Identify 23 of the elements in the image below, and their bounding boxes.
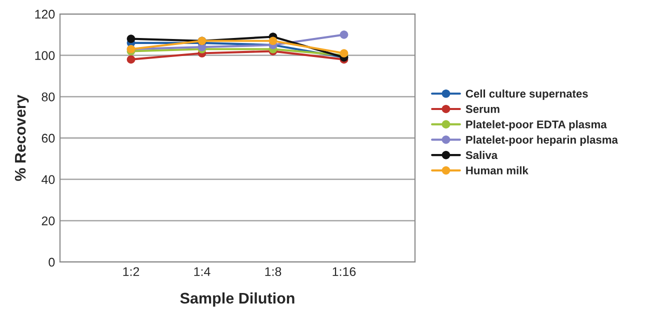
y-tick-label: 80 (42, 92, 55, 102)
x-tick-label: 1:8 (265, 267, 282, 276)
y-tick-label: 20 (42, 216, 55, 226)
legend-label: Platelet-poor EDTA plasma (466, 120, 607, 131)
point (126, 34, 136, 43)
point (126, 55, 136, 64)
point (340, 30, 348, 39)
legend-label: Saliva (466, 150, 498, 160)
x-tick-label: 1:4 (194, 267, 210, 276)
y-axis-title: % Recovery (14, 94, 29, 181)
x-tick-label: 1:16 (332, 267, 356, 276)
legend-label: Cell culture supernates (466, 89, 588, 100)
legend-label: Human milk (466, 166, 528, 174)
legend-label: Platelet-poor heparin plasma (466, 136, 618, 146)
point (268, 36, 278, 46)
y-tick-label: 120 (35, 10, 55, 19)
y-tick-label: 60 (42, 134, 55, 143)
legend-label: Serum (466, 105, 500, 113)
y-tick-label: 100 (35, 51, 55, 60)
y-tick-label: 40 (42, 175, 55, 184)
y-tick-label: 0 (48, 258, 55, 267)
x-tick-label: 1:2 (123, 267, 140, 276)
x-axis-title: Sample Dilution (180, 292, 294, 307)
